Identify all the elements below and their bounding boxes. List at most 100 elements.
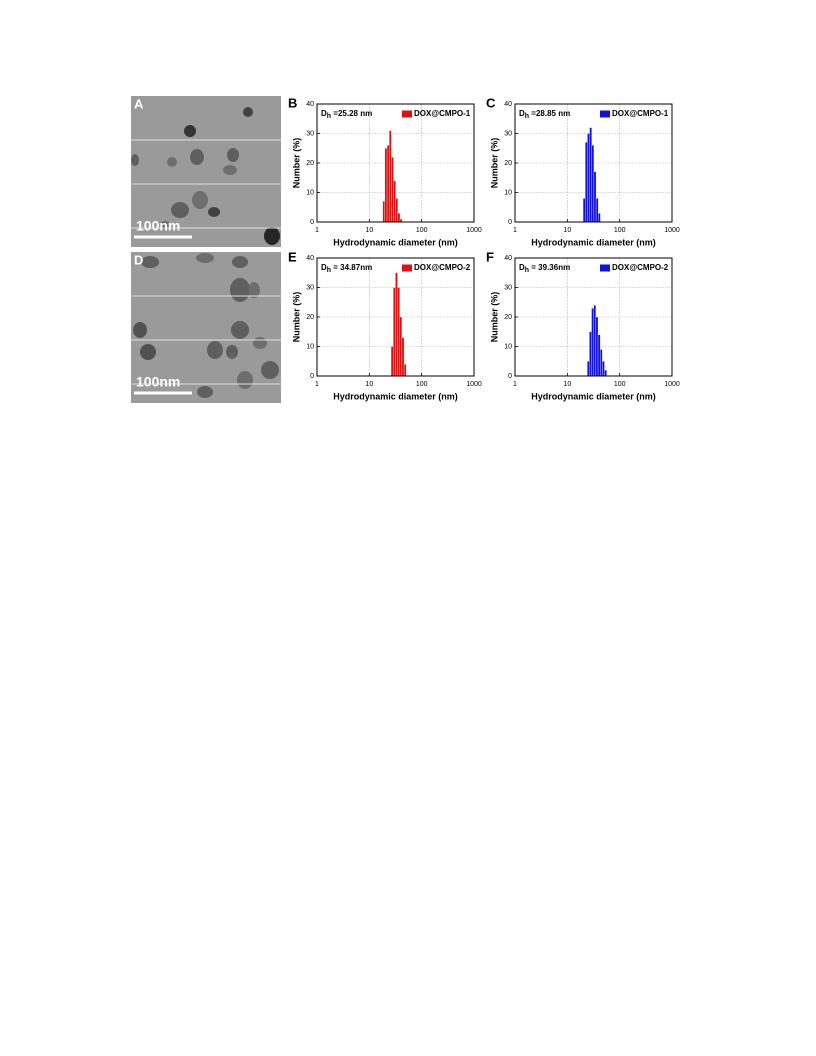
panel-letter: D [134, 252, 143, 267]
nanoparticle [140, 344, 156, 360]
annotation-symbol: D [321, 109, 327, 118]
histogram-bar [604, 369, 607, 377]
chart: 0 10 20 30 40 1 10 100 1000 DOX@CMPO-1 B Dh =25.28 … [288, 95, 482, 247]
legend-label: DOX@CMPO-1 [612, 109, 669, 118]
y-tick-label: 20 [504, 314, 512, 321]
histogram-bar [397, 212, 401, 223]
histogram-bar [589, 127, 592, 223]
panel-letter: C [486, 95, 496, 110]
y-tick-label: 40 [306, 101, 314, 108]
histogram-bar [382, 201, 386, 223]
histogram-bar [384, 148, 388, 223]
x-tick-label: 100 [416, 227, 428, 234]
x-axis-label: Hydrodynamic diameter (nm) [333, 237, 458, 247]
histogram-bar [593, 305, 597, 377]
nanoparticle [167, 157, 177, 167]
panel-letter: B [288, 95, 297, 110]
nanoparticle [171, 202, 189, 218]
panel-letter: E [288, 249, 297, 264]
nanoparticle [160, 221, 170, 229]
x-tick-label: 1 [513, 227, 517, 234]
annotation: Dh =25.28 nm [321, 109, 372, 120]
histogram-bar [602, 361, 605, 377]
histogram-bar [593, 171, 597, 223]
nanoparticle [196, 253, 214, 263]
annotation-subscript: h [525, 113, 529, 120]
x-tick-label: 1000 [466, 381, 482, 388]
x-tick-label: 1 [315, 227, 319, 234]
annotation-text: = 34.87nm [331, 263, 372, 272]
histogram-bar [585, 142, 588, 223]
plot-frame [316, 257, 475, 377]
nanoparticle [207, 341, 223, 359]
histogram-bar [600, 349, 603, 377]
y-tick-label: 0 [310, 219, 314, 226]
nanoparticle [208, 207, 220, 217]
nanoparticle [261, 361, 279, 379]
nanoparticle [227, 148, 239, 162]
x-tick-label: 100 [416, 381, 428, 388]
histogram-bar [595, 198, 599, 223]
annotation: Dh =28.85 nm [519, 109, 570, 120]
legend-label: DOX@CMPO-2 [414, 263, 471, 272]
x-tick-label: 1000 [664, 227, 680, 234]
annotation-subscript: h [327, 267, 331, 274]
y-tick-label: 10 [306, 343, 314, 350]
nanoparticle [237, 371, 253, 389]
nanoparticle [184, 125, 196, 137]
chart: 0 10 20 30 40 1 10 100 1000 DOX@CMPO-2 E Dh = 34.87… [288, 249, 482, 401]
histogram-bar [391, 156, 394, 223]
histogram-bar [591, 145, 595, 223]
x-tick-label: 1000 [466, 227, 482, 234]
y-tick-label: 30 [504, 284, 512, 291]
annotation-subscript: h [525, 267, 529, 274]
y-tick-label: 30 [306, 284, 314, 291]
histogram-bar [403, 364, 407, 377]
annotation-text: = 39.36nm [529, 263, 570, 272]
x-tick-label: 100 [614, 227, 626, 234]
y-axis-label: Number (%) [489, 138, 499, 189]
annotation-symbol: D [519, 263, 525, 272]
x-tick-label: 1000 [664, 381, 680, 388]
histogram-bar [395, 272, 398, 377]
nanoparticle [192, 191, 208, 209]
y-axis-label: Number (%) [489, 292, 499, 343]
chart: 0 10 20 30 40 1 10 100 1000 DOX@CMPO-1 C Dh =28.85 … [486, 95, 680, 247]
annotation-subscript: h [327, 113, 331, 120]
y-tick-label: 10 [504, 189, 512, 196]
y-tick-label: 40 [504, 101, 512, 108]
annotation: Dh = 34.87nm [321, 263, 372, 274]
nanoparticle [131, 154, 139, 166]
y-tick-label: 30 [504, 130, 512, 137]
nanoparticle [232, 256, 248, 268]
annotation-symbol: D [519, 109, 525, 118]
nanoparticle [226, 345, 238, 359]
y-tick-label: 0 [508, 219, 512, 226]
histogram-bar [397, 287, 400, 377]
histogram-bar [390, 346, 394, 377]
y-axis-label: Number (%) [291, 292, 301, 343]
annotation: Dh = 39.36nm [519, 263, 570, 274]
x-tick-label: 10 [563, 227, 571, 234]
annotation-text: =25.28 nm [331, 109, 372, 118]
histogram-bar [395, 198, 399, 223]
tem-image [131, 252, 281, 403]
histogram-bar [597, 334, 601, 377]
histogram-bar [587, 361, 590, 377]
plot-frame [316, 103, 475, 223]
nanoparticle [190, 149, 204, 165]
y-tick-label: 10 [504, 343, 512, 350]
histogram-bar [393, 287, 396, 377]
y-tick-label: 0 [310, 373, 314, 380]
scale-bar-label: 100nm [136, 218, 180, 234]
chart: 0 10 20 30 40 1 10 100 1000 DOX@CMPO-2 F Dh = 39.36… [486, 249, 680, 401]
y-tick-label: 40 [306, 255, 314, 262]
x-axis-label: Hydrodynamic diameter (nm) [333, 391, 458, 401]
histogram-bar [582, 198, 586, 223]
y-tick-label: 10 [306, 189, 314, 196]
plot-frame [514, 103, 673, 223]
panel-letter: A [134, 96, 144, 111]
